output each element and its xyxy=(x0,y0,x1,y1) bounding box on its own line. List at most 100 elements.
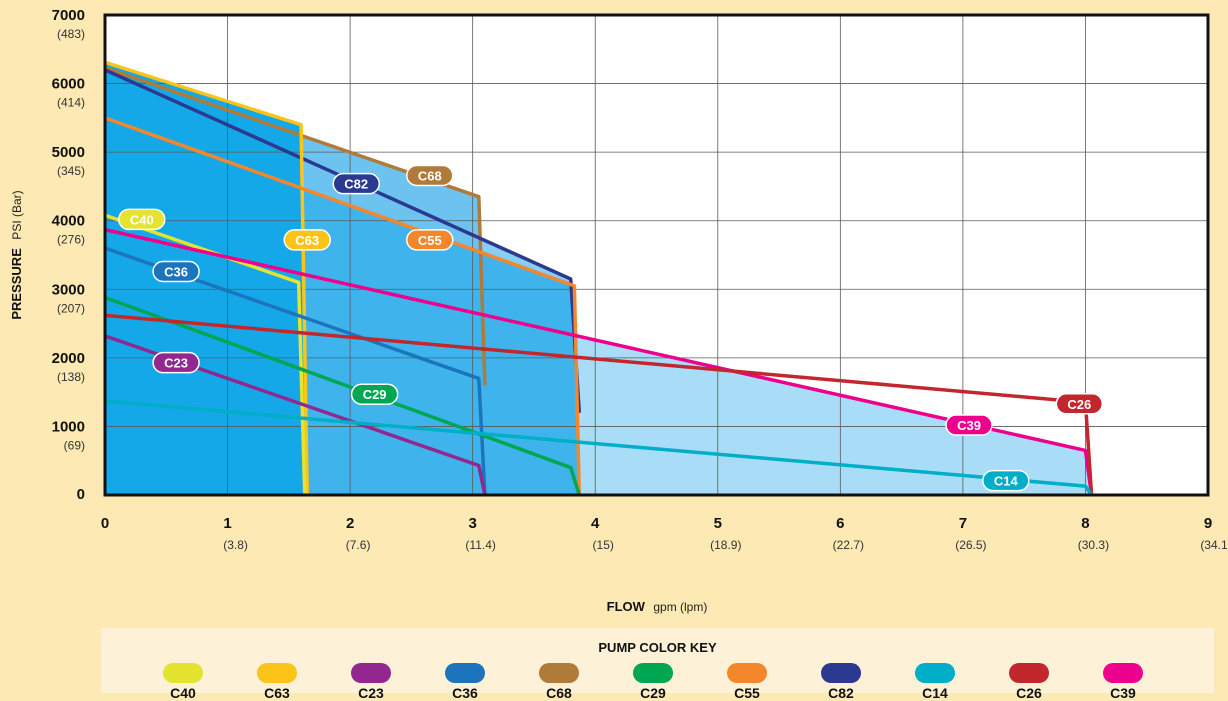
curve-label-c68: C68 xyxy=(406,164,454,187)
color-key-swatch xyxy=(915,663,955,683)
curve-label-pill xyxy=(406,164,454,187)
y-axis-title-units: PSI (Bar) xyxy=(10,190,24,239)
y-tick-sublabel: (69) xyxy=(64,438,85,452)
x-tick-label: 7 xyxy=(959,515,967,532)
x-tick-label: 0 xyxy=(101,515,109,532)
color-key-label: C68 xyxy=(546,685,572,701)
y-tick-label: 7000 xyxy=(52,7,85,24)
curve-label-pill xyxy=(982,469,1030,492)
x-tick-label: 6 xyxy=(836,515,844,532)
curve-label-text: C14 xyxy=(994,474,1019,489)
curve-label-c63: C63 xyxy=(283,229,331,251)
color-key-swatch xyxy=(257,663,297,683)
y-axis-ticks: 0 1000 (69) 2000 (138) 3000 (207) 4000 (276) 5000… xyxy=(52,7,85,503)
curve-label-pill xyxy=(152,260,200,283)
color-key-item-c63: C63 xyxy=(237,663,317,701)
curve-label-text: C26 xyxy=(1067,397,1091,412)
x-tick-sublabel: (26.5) xyxy=(955,538,986,552)
color-key-label: C36 xyxy=(452,685,478,701)
y-tick-sublabel: (138) xyxy=(57,370,85,384)
color-key-label: C55 xyxy=(734,685,760,701)
color-key-item-c23: C23 xyxy=(331,663,411,701)
curve-label-text: C55 xyxy=(418,233,442,248)
color-key-label: C14 xyxy=(922,685,948,701)
color-key-item-c82: C82 xyxy=(801,663,881,701)
curve-label-text: C68 xyxy=(418,168,442,183)
x-tick-sublabel: (30.3) xyxy=(1078,538,1109,552)
pressure-flow-chart: C68 C82 C63 C55 C40 C39 C36 C29 C26 C23 C14 0 1 (3.8… xyxy=(8,7,1228,615)
y-tick-sublabel: (276) xyxy=(57,233,85,247)
y-tick-label: 1000 xyxy=(52,418,85,435)
curve-label-text: C63 xyxy=(295,233,319,248)
x-tick-label: 9 xyxy=(1204,515,1212,532)
curve-label-pill xyxy=(118,208,166,231)
pump-color-key: PUMP COLOR KEY C40 C63 C23 C36 C68 C29 C55 C82 C… xyxy=(101,628,1214,701)
x-tick-label: 2 xyxy=(346,515,354,532)
color-key-title: PUMP COLOR KEY xyxy=(598,640,717,655)
x-axis-title: FLOW gpm (lpm) xyxy=(607,598,708,615)
curve-label-pill xyxy=(350,383,399,405)
curve-c55 xyxy=(104,116,582,496)
color-key-items: C40 C63 C23 C36 C68 C29 C55 C82 C14 C26 C39 xyxy=(101,628,1214,701)
curve-label-c39: C39 xyxy=(945,414,993,436)
color-key-item-c68: C68 xyxy=(519,663,599,701)
y-axis-title: PRESSURE PSI (Bar) xyxy=(8,190,25,319)
color-key-item-c26: C26 xyxy=(989,663,1069,701)
grid-lines xyxy=(105,15,1208,495)
y-tick-sublabel: (345) xyxy=(57,164,85,178)
color-key-item-c14: C14 xyxy=(895,663,975,701)
color-key-swatch xyxy=(445,663,485,683)
y-tick-sublabel: (483) xyxy=(57,27,85,41)
y-tick-label: 5000 xyxy=(52,144,85,161)
x-axis-ticks: 0 1 (3.8) 2 (7.6) 3 (11.4) 4 (15) 5 (18.9) 6 (22.7) 7… xyxy=(101,515,1228,552)
x-tick-sublabel: (7.6) xyxy=(346,538,371,552)
y-tick-label: 3000 xyxy=(52,281,85,298)
curve-label-c82: C82 xyxy=(332,172,380,195)
color-key-item-c36: C36 xyxy=(425,663,505,701)
x-axis-title-bold: FLOW xyxy=(607,599,646,614)
color-key-swatch xyxy=(1009,663,1049,683)
color-key-item-c29: C29 xyxy=(613,663,693,701)
curve-c29 xyxy=(104,295,581,496)
color-key-swatch xyxy=(633,663,673,683)
curve-c40 xyxy=(104,213,307,496)
curve-c14 xyxy=(104,399,1094,496)
curve-label-c14: C14 xyxy=(982,469,1030,492)
curve-label-c55: C55 xyxy=(406,229,454,251)
x-tick-sublabel: (22.7) xyxy=(833,538,864,552)
color-key-label: C63 xyxy=(264,685,290,701)
color-key-item-c40: C40 xyxy=(143,663,223,701)
curve-label-pill xyxy=(152,351,200,374)
curve-label-pill xyxy=(283,229,331,251)
x-axis-title-units: gpm (lpm) xyxy=(653,600,707,614)
y-tick-label: 0 xyxy=(77,486,85,503)
x-tick-sublabel: (34.1) xyxy=(1200,538,1228,552)
y-tick-label: 2000 xyxy=(52,350,85,367)
color-key-swatch xyxy=(821,663,861,683)
curve-label-c23: C23 xyxy=(152,351,200,374)
y-tick-sublabel: (207) xyxy=(57,301,85,315)
curve-label-text: C29 xyxy=(363,387,387,402)
x-tick-label: 1 xyxy=(223,515,231,532)
curve-label-text: C39 xyxy=(957,418,981,433)
y-tick-label: 6000 xyxy=(52,76,85,93)
x-tick-sublabel: (3.8) xyxy=(223,538,248,552)
curve-label-c36: C36 xyxy=(152,260,200,283)
color-key-swatch xyxy=(727,663,767,683)
x-tick-label: 4 xyxy=(591,515,600,532)
plot-frame xyxy=(103,13,1210,497)
color-key-label: C26 xyxy=(1016,685,1042,701)
color-key-item-c55: C55 xyxy=(707,663,787,701)
curve-label-c40: C40 xyxy=(118,208,166,231)
y-axis-title-bold: PRESSURE xyxy=(9,248,24,320)
color-key-label: C23 xyxy=(358,685,384,701)
color-key-label: C82 xyxy=(828,685,854,701)
curve-label-c29: C29 xyxy=(350,383,399,405)
pump-curves xyxy=(104,60,1094,496)
x-tick-label: 8 xyxy=(1081,515,1089,532)
y-tick-label: 4000 xyxy=(52,213,85,230)
curve-label-pill xyxy=(945,414,993,436)
color-key-swatch xyxy=(351,663,391,683)
color-key-label: C40 xyxy=(170,685,196,701)
x-tick-sublabel: (15) xyxy=(593,538,614,552)
